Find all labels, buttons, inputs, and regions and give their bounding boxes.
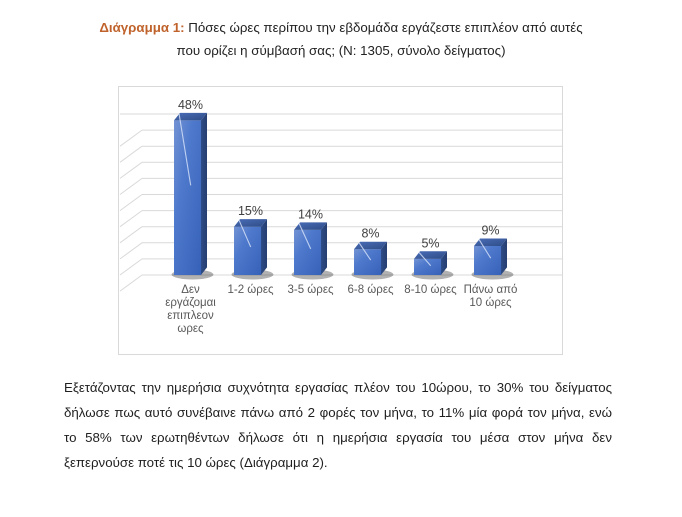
svg-text:9%: 9% xyxy=(481,224,499,238)
svg-text:8-10 ώρες: 8-10 ώρες xyxy=(404,284,457,296)
svg-text:48%: 48% xyxy=(178,98,203,112)
svg-text:14%: 14% xyxy=(298,207,323,221)
svg-text:3-5 ώρες: 3-5 ώρες xyxy=(287,284,333,296)
svg-text:15%: 15% xyxy=(238,204,263,218)
svg-text:1-2 ώρες: 1-2 ώρες xyxy=(227,284,273,296)
svg-text:5%: 5% xyxy=(421,236,439,250)
svg-text:6-8 ώρες: 6-8 ώρες xyxy=(347,284,393,296)
svg-text:8%: 8% xyxy=(361,227,379,241)
